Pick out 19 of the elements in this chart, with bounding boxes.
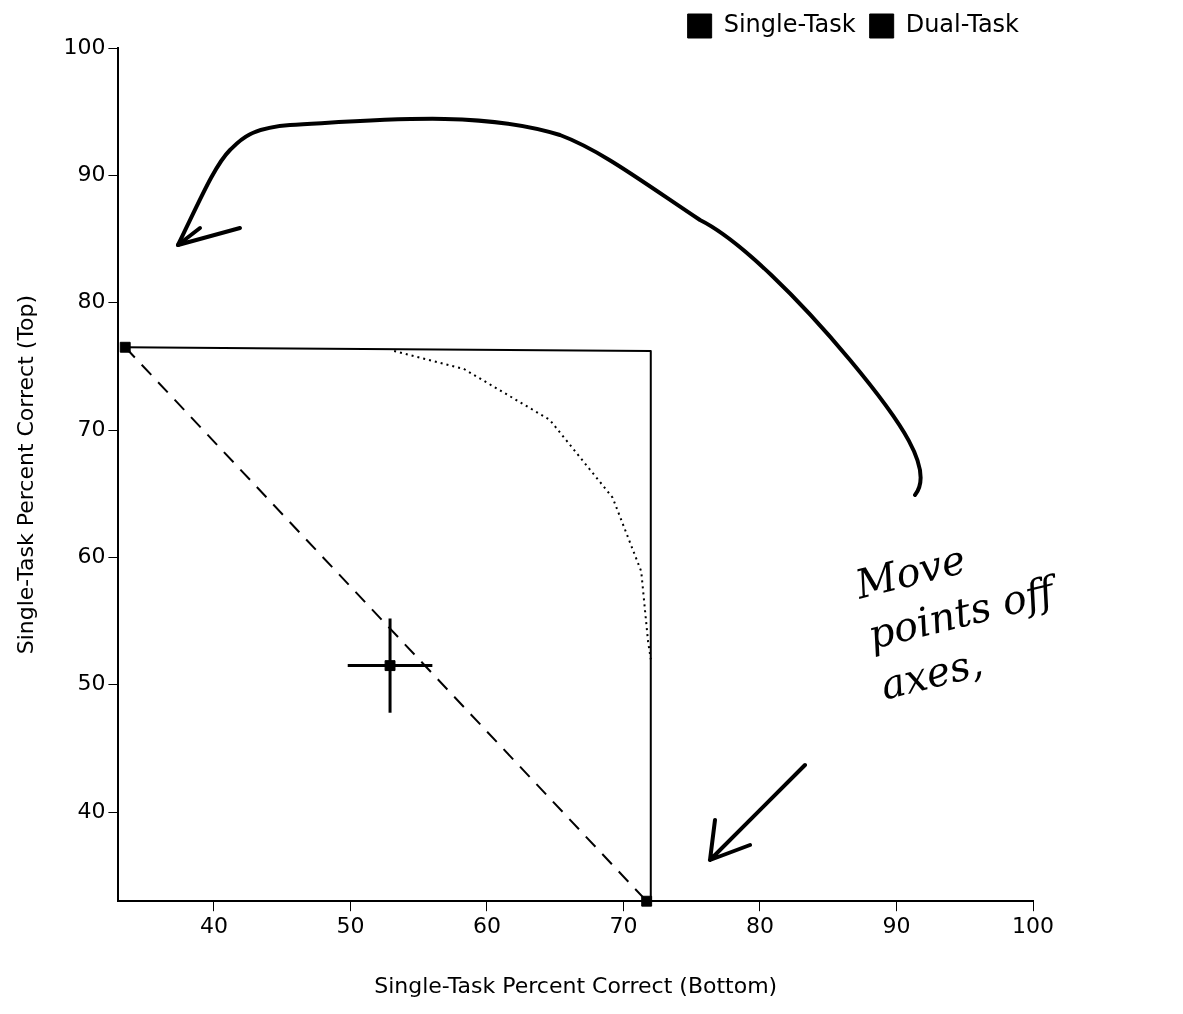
y-tick-label: 100 [63,33,106,59]
x-tick-label: 100 [1012,913,1054,939]
x-tick-label: 90 [882,913,911,939]
y-axis-title: Single-Task Percent Correct (Top) [12,294,38,655]
x-tick-label: 80 [745,913,774,939]
legend-label: Single-Task [723,10,856,39]
x-tick-label: 70 [609,913,638,939]
y-tick-label: 40 [77,797,106,823]
y-tick-label: 70 [77,415,106,441]
y-tick-label: 50 [77,670,106,696]
x-axis-title: Single-Task Percent Correct (Bottom) [374,972,778,998]
y-tick-label: 80 [77,288,106,314]
x-tick-label: 50 [336,913,365,939]
x-tick-label: 60 [472,913,501,939]
x-tick-label: 40 [199,913,228,939]
annotation: Move points off axes, [850,535,1060,711]
y-tick-label: 90 [77,161,106,187]
legend-label: Dual-Task [905,10,1020,39]
y-tick-label: 60 [77,543,106,569]
